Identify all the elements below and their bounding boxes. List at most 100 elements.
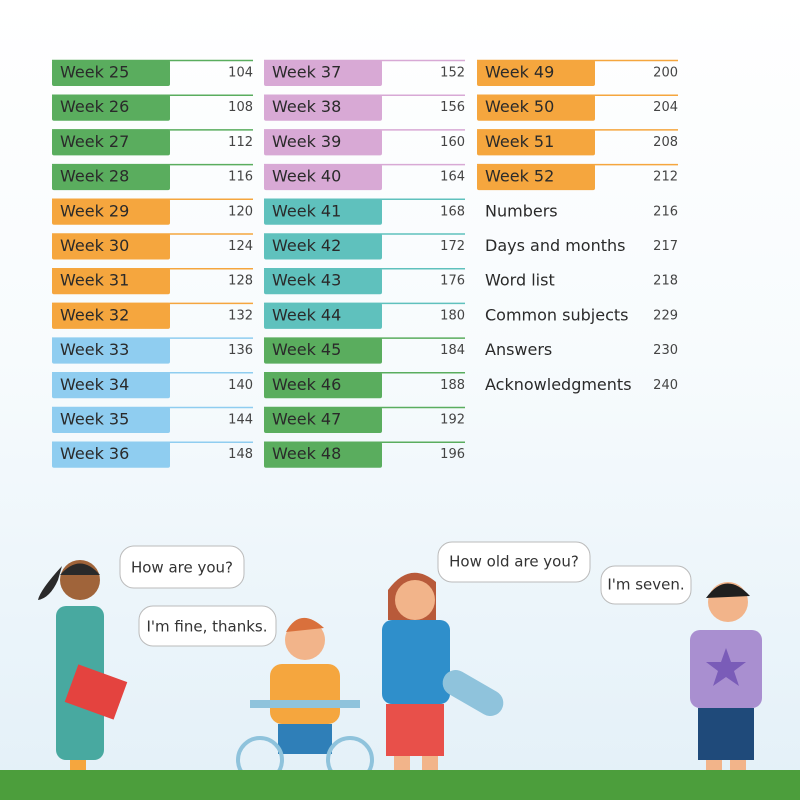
entry-label: Week 49 xyxy=(485,63,554,82)
bubble-text: I'm seven. xyxy=(607,576,684,594)
page-number: 140 xyxy=(228,378,253,393)
page-number: 196 xyxy=(440,447,465,462)
page-number: 156 xyxy=(440,100,465,115)
entry-label: Week 38 xyxy=(272,97,341,116)
entry-label: Week 45 xyxy=(272,340,341,359)
page-number: 188 xyxy=(440,378,465,393)
week-tab xyxy=(477,129,595,156)
bubble xyxy=(600,565,692,605)
page-number: 168 xyxy=(440,204,465,219)
entry-label: Week 34 xyxy=(60,375,129,394)
bubble xyxy=(119,545,245,589)
bubble xyxy=(437,541,591,583)
entry-label: Week 51 xyxy=(485,132,554,151)
page-number: 104 xyxy=(228,66,253,81)
page-number: 116 xyxy=(228,170,253,185)
page-number: 108 xyxy=(228,100,253,115)
entry-label: Acknowledgments xyxy=(485,375,632,394)
week-tab xyxy=(477,164,595,191)
entry-label: Week 33 xyxy=(60,340,129,359)
entry-label: Week 29 xyxy=(60,201,129,220)
entry-label: Week 41 xyxy=(272,201,341,220)
grass xyxy=(0,770,800,800)
entry-label: Week 39 xyxy=(272,132,341,151)
entry-label: Week 42 xyxy=(272,236,341,255)
page-number: 200 xyxy=(653,66,678,81)
week-tab xyxy=(264,233,382,260)
week-tab xyxy=(477,94,595,121)
entry-label: Week 27 xyxy=(60,132,129,151)
entry-label: Week 48 xyxy=(272,444,341,463)
page-number: 144 xyxy=(228,413,253,428)
page-number: 184 xyxy=(440,343,465,358)
week-tab xyxy=(52,441,170,468)
week-tab xyxy=(264,302,382,329)
entry-label: Week 35 xyxy=(60,410,129,429)
entry-label: Week 46 xyxy=(272,375,341,394)
week-tab xyxy=(52,60,170,86)
entry-label: Week 26 xyxy=(60,97,129,116)
week-tab xyxy=(264,337,382,364)
bubble xyxy=(138,605,277,647)
page-number: 240 xyxy=(653,378,678,393)
entry-label: Week 25 xyxy=(60,63,129,82)
page-number: 192 xyxy=(440,413,465,428)
week-tab xyxy=(264,441,382,468)
entry-label: Week 47 xyxy=(272,410,341,429)
page-number: 148 xyxy=(228,447,253,462)
entry-label: Word list xyxy=(485,271,555,290)
week-tab xyxy=(52,164,170,191)
page-number: 216 xyxy=(653,204,678,219)
entry-label: Days and months xyxy=(485,236,625,255)
page-number: 152 xyxy=(440,66,465,81)
week-tab xyxy=(264,268,382,295)
page-number: 180 xyxy=(440,308,465,323)
page-number: 132 xyxy=(228,308,253,323)
page-number: 120 xyxy=(228,204,253,219)
week-tab xyxy=(264,372,382,399)
page-number: 218 xyxy=(653,274,678,289)
entry-label: Common subjects xyxy=(485,305,628,324)
week-tab xyxy=(52,233,170,260)
entry-label: Week 40 xyxy=(272,167,341,186)
week-tab xyxy=(264,60,382,86)
entry-label: Week 36 xyxy=(60,444,129,463)
page-number: 160 xyxy=(440,135,465,150)
page-number: 112 xyxy=(228,135,253,150)
week-tab xyxy=(264,164,382,191)
page-number: 229 xyxy=(653,308,678,323)
entry-label: Week 31 xyxy=(60,271,129,290)
page-number: 176 xyxy=(440,274,465,289)
week-tab xyxy=(52,129,170,156)
entry-label: Week 44 xyxy=(272,305,341,324)
page-number: 208 xyxy=(653,135,678,150)
week-tab xyxy=(52,372,170,399)
entry-label: Week 32 xyxy=(60,305,129,324)
entry-label: Answers xyxy=(485,340,552,359)
page-number: 217 xyxy=(653,239,678,254)
week-tab xyxy=(52,268,170,295)
week-tab xyxy=(52,94,170,121)
week-tab xyxy=(52,337,170,364)
bubble-text: How old are you? xyxy=(449,553,579,571)
entry-label: Week 37 xyxy=(272,63,341,82)
table-of-contents: Week 25 104 Week 26 108 Week 27 112 Week 28 116… xyxy=(52,59,678,468)
week-tab xyxy=(264,407,382,433)
page-number: 230 xyxy=(653,343,678,358)
week-tab xyxy=(477,60,595,86)
entry-label: Week 28 xyxy=(60,167,129,186)
page-number: 124 xyxy=(228,239,253,254)
page-number: 212 xyxy=(653,170,678,185)
entry-label: Week 52 xyxy=(485,167,554,186)
entry-label: Numbers xyxy=(485,201,558,220)
week-tab xyxy=(264,94,382,121)
week-tab xyxy=(264,129,382,156)
week-tab xyxy=(52,407,170,433)
speech-bubbles: How are you? I'm fine, thanks. How old a… xyxy=(119,541,692,647)
page-number: 164 xyxy=(440,170,465,185)
page-number: 128 xyxy=(228,274,253,289)
bubble-text: I'm fine, thanks. xyxy=(146,618,267,636)
week-tab xyxy=(52,302,170,329)
